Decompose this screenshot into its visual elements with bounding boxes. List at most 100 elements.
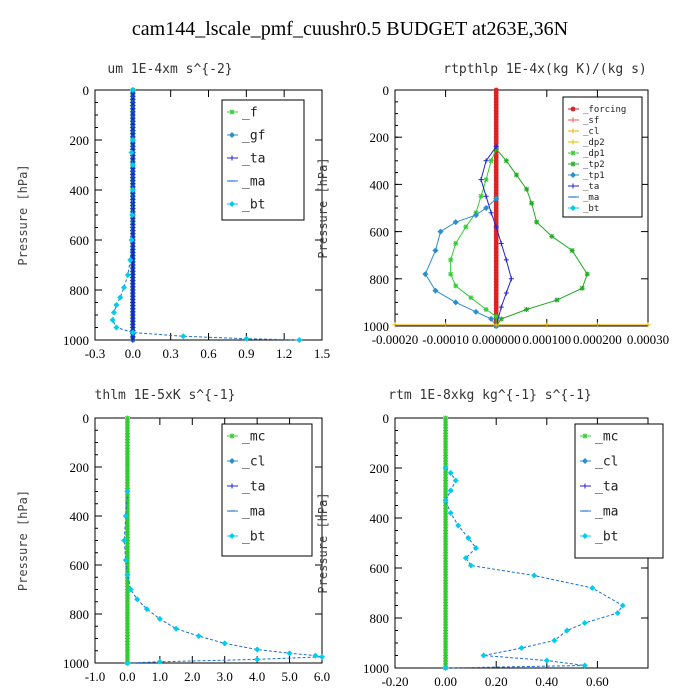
series-blue_dashed xyxy=(442,465,626,671)
x-tick-label: 3.0 xyxy=(217,669,233,684)
series-marker xyxy=(122,557,129,564)
series-forcing xyxy=(493,87,499,329)
series-marker xyxy=(124,590,130,596)
series-marker xyxy=(443,615,449,621)
series-marker xyxy=(443,531,449,537)
legend-item: _ta xyxy=(227,152,265,167)
series-marker xyxy=(124,602,130,608)
series-marker xyxy=(128,237,135,243)
series-marker xyxy=(443,484,449,490)
series-marker xyxy=(124,470,130,476)
series-marker xyxy=(124,617,130,623)
series-line xyxy=(495,148,588,327)
series-marker xyxy=(443,599,449,605)
y-tick-label: 800 xyxy=(370,611,390,626)
series-marker xyxy=(452,299,459,306)
series-marker xyxy=(443,565,449,571)
legend-marker xyxy=(582,433,588,439)
series-marker xyxy=(645,322,651,328)
series-marker xyxy=(124,415,130,421)
series-marker xyxy=(124,455,130,461)
series-marker xyxy=(443,471,449,477)
series-marker xyxy=(448,271,454,277)
legend-label: _dp2 xyxy=(583,138,605,148)
series-marker xyxy=(443,440,449,446)
series-marker xyxy=(124,547,130,553)
series-marker xyxy=(472,212,479,219)
legend-label: _ta xyxy=(583,182,599,192)
y-tick-label: 400 xyxy=(370,511,390,526)
y-tick-label: 200 xyxy=(370,461,390,476)
series-marker xyxy=(442,465,449,471)
legend-item: _bt xyxy=(580,530,618,545)
legend-item: _ta xyxy=(580,480,618,495)
series-marker xyxy=(127,586,134,593)
legend-marker xyxy=(570,128,576,134)
legend-marker xyxy=(582,533,588,539)
legend-label: _bt xyxy=(242,198,265,213)
legend-item: _gf xyxy=(227,129,265,144)
series-marker xyxy=(447,510,454,516)
series-marker xyxy=(443,637,449,643)
y-tick-label: 0 xyxy=(383,83,390,98)
series-marker xyxy=(493,144,499,150)
x-tick-label: 0.000200 xyxy=(573,332,622,347)
y-tick-label: 1000 xyxy=(363,319,389,334)
series-marker xyxy=(124,482,130,488)
series-marker xyxy=(124,519,130,525)
series-marker xyxy=(443,649,449,655)
y-axis-label: Pressure [hPa] xyxy=(316,492,330,593)
legend-label: _gf xyxy=(242,129,265,144)
x-tick-label: 4.0 xyxy=(249,669,265,684)
series-marker xyxy=(124,550,130,556)
series-marker xyxy=(518,645,525,651)
series-marker xyxy=(447,470,454,476)
series-marker xyxy=(581,620,588,626)
series-marker xyxy=(124,446,130,452)
series-marker xyxy=(443,621,449,627)
series-marker xyxy=(319,653,325,660)
legend-label: _ma xyxy=(242,175,265,190)
series-marker xyxy=(432,247,439,254)
series-marker xyxy=(129,162,136,168)
series-mc xyxy=(443,415,449,671)
series-marker xyxy=(443,640,449,646)
series-marker xyxy=(124,467,130,473)
series-marker xyxy=(569,247,575,253)
series-marker xyxy=(129,212,136,218)
series-marker xyxy=(254,656,261,663)
series-marker xyxy=(443,609,449,615)
series-marker xyxy=(443,628,449,633)
legend-item: _cl xyxy=(580,455,618,470)
series-marker xyxy=(437,228,444,235)
series-marker xyxy=(467,562,474,569)
series-marker xyxy=(480,652,487,659)
x-tick-label: 0.000000 xyxy=(472,332,521,347)
series-marker xyxy=(124,534,130,540)
legend-box xyxy=(221,99,305,221)
series-marker xyxy=(443,631,449,637)
legend-marker xyxy=(229,201,235,207)
legend-item: _bt xyxy=(227,530,265,545)
series-marker xyxy=(513,172,519,178)
series-blue_dashed xyxy=(121,488,325,666)
legend-label: _bt xyxy=(583,204,599,214)
series-marker xyxy=(124,660,131,666)
legend-marker xyxy=(229,132,235,138)
y-axis-label: Pressure [hPa] xyxy=(16,490,30,591)
series-marker xyxy=(443,656,449,662)
series-marker xyxy=(124,583,130,589)
series-marker xyxy=(488,158,494,164)
series-marker xyxy=(443,603,449,608)
legend-marker xyxy=(570,161,576,167)
series-marker xyxy=(443,478,449,483)
series-marker xyxy=(614,610,621,616)
y-tick-label: 600 xyxy=(370,225,390,240)
series-marker xyxy=(465,535,472,541)
legend-label: _bt xyxy=(595,530,618,545)
legend-label: _ma xyxy=(242,505,265,520)
series-marker xyxy=(124,648,130,654)
series-marker xyxy=(443,431,449,437)
series-marker xyxy=(124,553,130,559)
